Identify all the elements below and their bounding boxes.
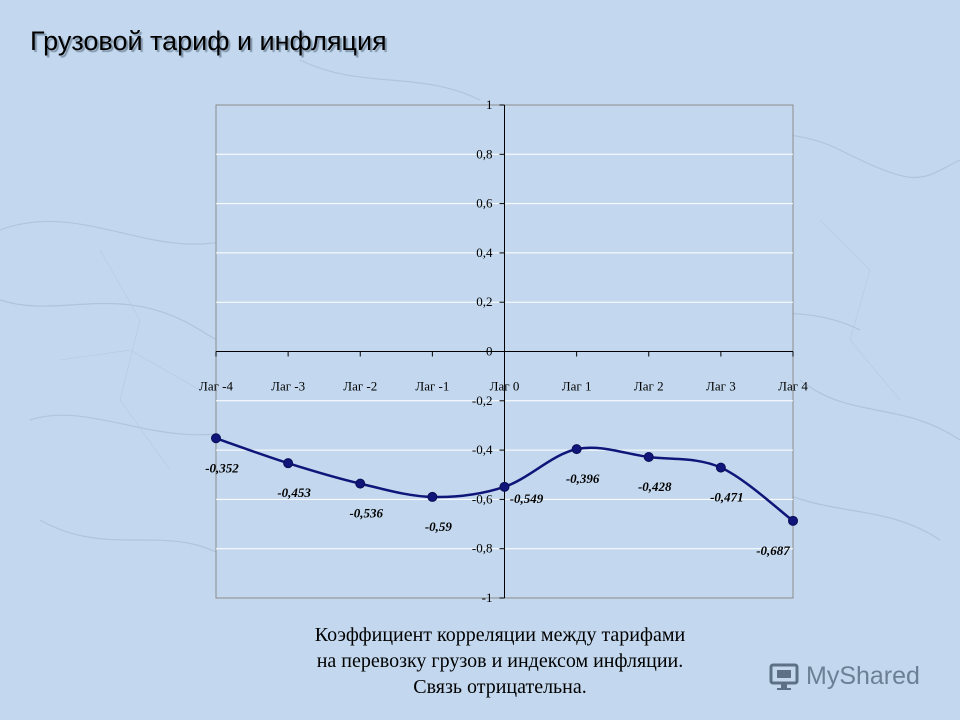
y-tick-label: -0,2 — [472, 393, 493, 408]
data-point — [571, 444, 582, 455]
data-label: -0,549 — [510, 491, 544, 506]
x-tick-label: Лаг 1 — [562, 379, 592, 394]
monitor-icon — [769, 663, 799, 690]
data-point — [427, 491, 438, 502]
y-tick-label: 1 — [486, 97, 493, 112]
data-point — [211, 433, 221, 444]
chart-caption: Коэффициент корреляции между тарифами на… — [240, 622, 760, 700]
x-tick-label: Лаг -1 — [415, 379, 449, 394]
x-tick-label: Лаг -3 — [271, 379, 305, 394]
caption-line-1: Коэффициент корреляции между тарифами — [314, 624, 686, 646]
y-tick-label: -1 — [482, 590, 493, 605]
data-point — [715, 462, 726, 473]
data-label: -0,396 — [566, 471, 600, 486]
data-point — [788, 515, 798, 526]
slide-title: Грузовой тариф и инфляция — [30, 26, 387, 56]
y-tick-label: 0,2 — [476, 294, 492, 309]
x-tick-label: Лаг 4 — [778, 379, 808, 394]
y-tick-label: -0,8 — [472, 541, 493, 556]
data-label: -0,352 — [205, 460, 239, 475]
data-label: -0,59 — [425, 519, 453, 534]
data-label: -0,536 — [349, 506, 383, 521]
x-tick-label: Лаг -2 — [343, 379, 377, 394]
data-label: -0,687 — [756, 543, 790, 558]
x-tick-label: Лаг 3 — [706, 379, 736, 394]
data-point — [355, 478, 366, 489]
data-label: -0,428 — [638, 479, 672, 494]
y-tick-label: 0 — [486, 344, 493, 359]
data-label: -0,453 — [277, 485, 311, 500]
x-tick-label: Лаг 0 — [490, 379, 520, 394]
data-point — [499, 481, 510, 492]
watermark: MyShared — [768, 656, 928, 696]
y-tick-label: -0,4 — [472, 442, 493, 457]
y-tick-label: 0,4 — [476, 245, 493, 260]
x-tick-label: Лаг 2 — [634, 379, 664, 394]
data-label: -0,471 — [710, 490, 744, 505]
y-tick-label: -0,6 — [472, 491, 493, 506]
watermark-text: MyShared — [806, 661, 920, 690]
data-point — [283, 458, 294, 469]
caption-line-2: на перевозку грузов и индексом инфляции. — [316, 650, 684, 672]
y-tick-label: 0,6 — [476, 196, 493, 211]
caption-line-3: Связь отрицательна. — [413, 676, 587, 698]
x-tick-label: Лаг -4 — [199, 379, 233, 394]
y-tick-label: 0,8 — [476, 146, 492, 161]
data-point — [643, 452, 654, 463]
